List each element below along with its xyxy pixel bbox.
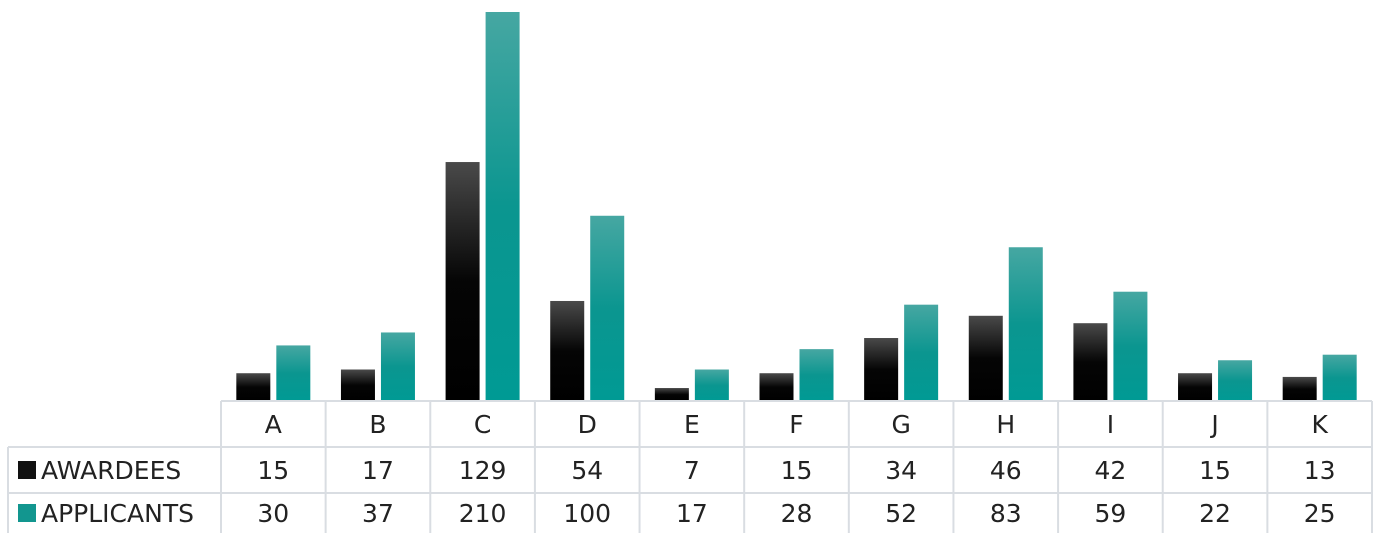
data-label: 25 [1304,499,1336,528]
x-tick-label: J [1209,410,1218,439]
x-tick-label: A [265,410,282,439]
bar-applicants-c [485,12,520,401]
legend-label-applicants: APPLICANTS [41,499,194,528]
legend-label-awardees: AWARDEES [41,456,181,485]
data-label: 129 [459,456,507,485]
bars [236,12,1357,401]
legend-swatch-applicants [18,504,36,522]
bar-applicants-j [1218,360,1253,401]
data-label: 22 [1199,499,1231,528]
x-tick-label: B [369,410,386,439]
data-table: A B C D E F G H I J K AWARDEES 15 17 129 54 7 15 34 46 42 15 1… [18,410,1336,528]
data-label: 17 [676,499,708,528]
data-label: 83 [990,499,1022,528]
x-tick-label: I [1107,410,1114,439]
bar-awardees-j [1178,373,1213,401]
data-table-grid [7,400,1373,533]
bar-awardees-c [445,162,480,401]
data-label: 100 [563,499,611,528]
data-label: 7 [684,456,700,485]
bar-applicants-k [1322,354,1357,401]
bar-applicants-b [380,332,415,401]
bar-awardees-d [550,300,585,401]
data-label: 37 [362,499,394,528]
bar-applicants-f [799,349,834,401]
bar-awardees-i [1073,323,1108,401]
data-label: 15 [781,456,813,485]
data-label: 54 [571,456,603,485]
legend-swatch-awardees [18,461,36,479]
x-tick-label: H [996,410,1015,439]
data-label: 30 [257,499,289,528]
bar-applicants-i [1113,291,1148,401]
x-tick-label: K [1311,410,1328,439]
x-tick-label: C [474,410,491,439]
data-label: 59 [1095,499,1127,528]
bar-applicants-g [904,304,939,401]
data-label: 210 [459,499,507,528]
bar-awardees-g [864,338,899,401]
data-label: 34 [885,456,917,485]
data-label: 15 [257,456,289,485]
x-tick-label: G [891,410,910,439]
x-tick-label: E [684,410,700,439]
data-label: 15 [1199,456,1231,485]
bar-applicants-h [1008,247,1043,401]
bar-awardees-f [759,373,794,401]
bar-applicants-d [590,215,625,401]
bar-awardees-e [654,388,689,401]
data-label: 46 [990,456,1022,485]
bar-awardees-h [968,315,1003,401]
data-label: 42 [1095,456,1127,485]
bar-awardees-b [340,369,375,401]
data-label: 13 [1304,456,1336,485]
bar-awardees-k [1282,376,1317,401]
x-tick-label: D [578,410,597,439]
bar-applicants-a [276,345,311,401]
bar-awardees-a [236,373,271,401]
bar-applicants-e [694,369,729,401]
data-label: 28 [781,499,813,528]
x-tick-label: F [789,410,803,439]
data-label: 17 [362,456,394,485]
data-label: 52 [885,499,917,528]
